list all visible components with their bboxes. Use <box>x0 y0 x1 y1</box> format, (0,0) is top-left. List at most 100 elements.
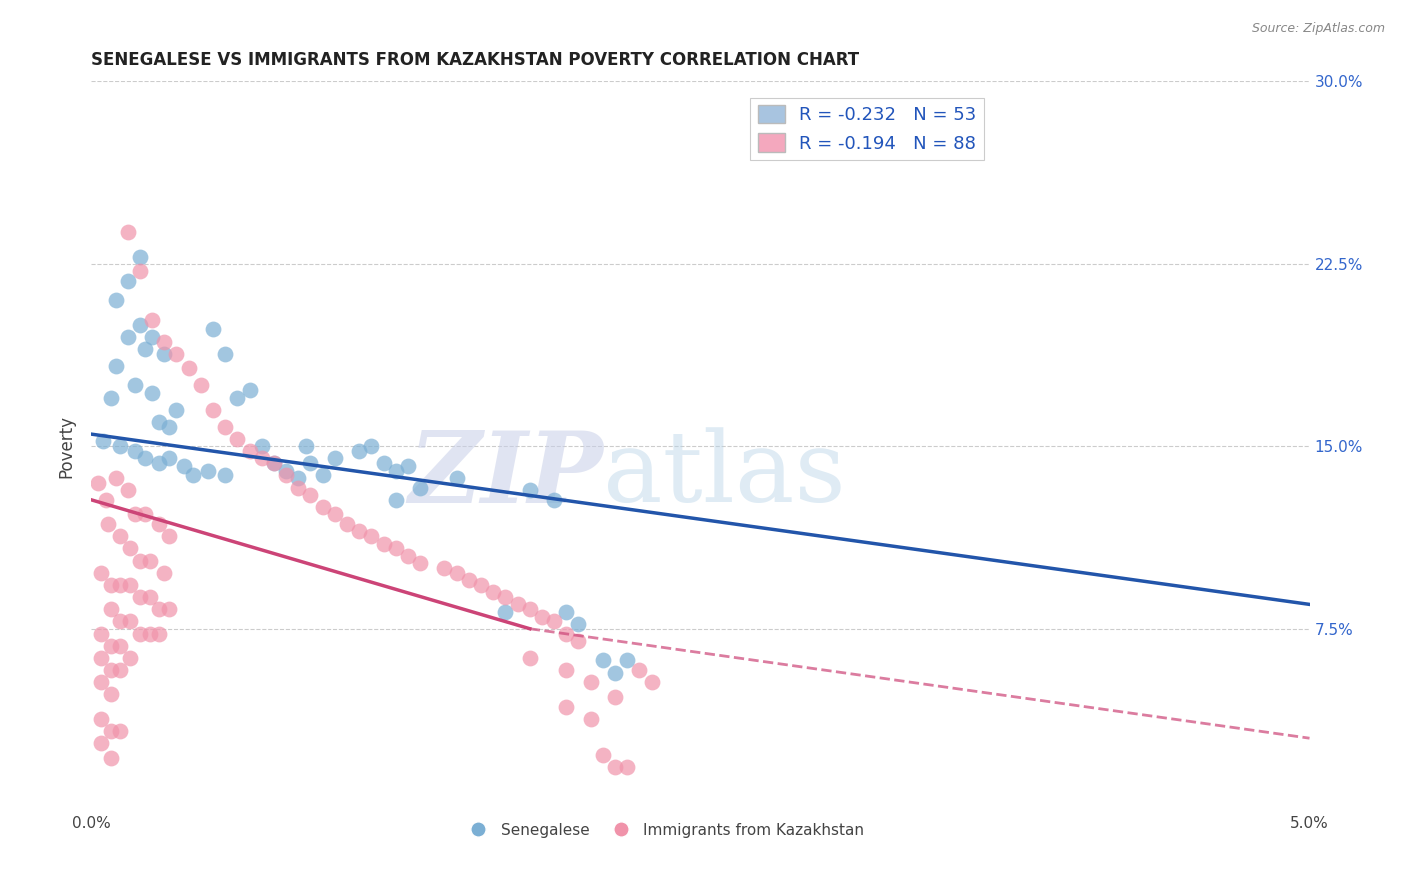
Point <box>592 653 614 667</box>
Point <box>90 626 112 640</box>
Point <box>110 663 132 677</box>
Point <box>494 605 516 619</box>
Point <box>311 500 333 514</box>
Point <box>177 361 200 376</box>
Point <box>384 464 406 478</box>
Point <box>457 573 479 587</box>
Point <box>336 517 359 532</box>
Point <box>274 468 297 483</box>
Point <box>628 663 651 677</box>
Point <box>323 508 346 522</box>
Point <box>519 483 541 497</box>
Point <box>287 471 309 485</box>
Point <box>157 529 180 543</box>
Point <box>173 458 195 473</box>
Point <box>482 585 505 599</box>
Point <box>97 517 120 532</box>
Point <box>263 456 285 470</box>
Point <box>311 468 333 483</box>
Point <box>148 517 170 532</box>
Point <box>294 439 316 453</box>
Point <box>87 475 110 490</box>
Point <box>360 529 382 543</box>
Point <box>214 347 236 361</box>
Point <box>153 347 176 361</box>
Point <box>201 322 224 336</box>
Point <box>603 760 626 774</box>
Point <box>616 760 638 774</box>
Point <box>299 456 322 470</box>
Point <box>100 663 122 677</box>
Point <box>120 541 142 556</box>
Point <box>153 566 176 580</box>
Point <box>138 626 160 640</box>
Point <box>104 359 127 373</box>
Point <box>100 602 122 616</box>
Point <box>201 402 224 417</box>
Point <box>120 651 142 665</box>
Point <box>100 639 122 653</box>
Point <box>117 330 139 344</box>
Point <box>110 578 132 592</box>
Point <box>134 342 156 356</box>
Point <box>396 549 419 563</box>
Point <box>360 439 382 453</box>
Point <box>555 605 578 619</box>
Point <box>640 675 662 690</box>
Point <box>543 492 565 507</box>
Point <box>90 651 112 665</box>
Point <box>519 602 541 616</box>
Point <box>226 432 249 446</box>
Text: ZIP: ZIP <box>408 427 603 524</box>
Point <box>446 471 468 485</box>
Point <box>100 578 122 592</box>
Point <box>100 687 122 701</box>
Point <box>100 723 122 738</box>
Point <box>90 675 112 690</box>
Text: SENEGALESE VS IMMIGRANTS FROM KAZAKHSTAN POVERTY CORRELATION CHART: SENEGALESE VS IMMIGRANTS FROM KAZAKHSTAN… <box>91 51 859 69</box>
Point <box>120 615 142 629</box>
Point <box>384 541 406 556</box>
Point <box>519 651 541 665</box>
Point <box>323 451 346 466</box>
Point <box>120 578 142 592</box>
Point <box>90 566 112 580</box>
Point <box>100 750 122 764</box>
Point <box>124 378 146 392</box>
Point <box>128 590 150 604</box>
Point <box>165 402 187 417</box>
Point <box>128 553 150 567</box>
Point <box>134 451 156 466</box>
Point <box>409 481 432 495</box>
Point <box>153 334 176 349</box>
Point <box>238 444 260 458</box>
Point <box>110 639 132 653</box>
Point <box>603 665 626 680</box>
Point <box>373 456 395 470</box>
Point <box>530 609 553 624</box>
Point <box>555 699 578 714</box>
Point <box>94 492 117 507</box>
Point <box>250 439 273 453</box>
Point <box>110 723 132 738</box>
Point <box>287 481 309 495</box>
Point <box>616 653 638 667</box>
Point <box>183 468 205 483</box>
Point <box>141 330 163 344</box>
Point <box>197 464 219 478</box>
Point <box>555 663 578 677</box>
Point <box>299 488 322 502</box>
Point <box>104 293 127 308</box>
Point <box>128 264 150 278</box>
Point <box>579 675 602 690</box>
Point <box>128 318 150 332</box>
Point <box>104 471 127 485</box>
Point <box>128 626 150 640</box>
Point <box>141 312 163 326</box>
Point <box>138 590 160 604</box>
Point <box>396 458 419 473</box>
Point <box>579 712 602 726</box>
Point <box>117 483 139 497</box>
Y-axis label: Poverty: Poverty <box>58 415 75 478</box>
Point <box>124 508 146 522</box>
